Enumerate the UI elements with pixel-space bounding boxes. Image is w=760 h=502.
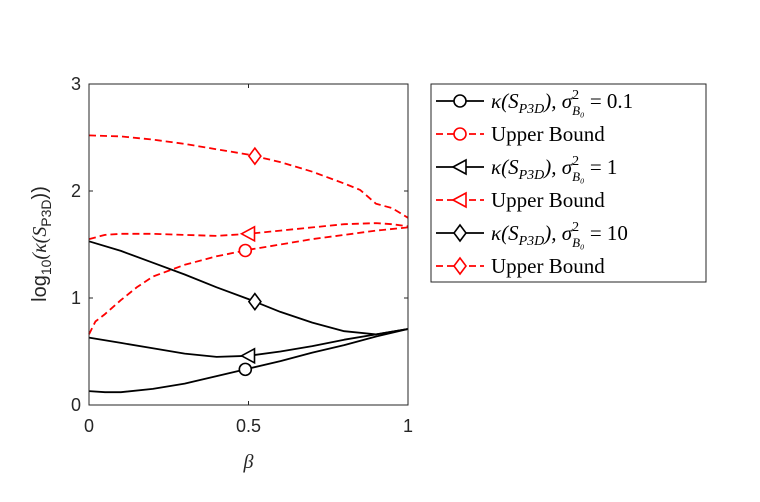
y-axis-label-base: 10 — [38, 259, 54, 275]
legend-box — [430, 83, 707, 283]
series-line-6 — [88, 134, 409, 219]
legend-label-2: Upper Bound — [491, 122, 605, 146]
x-axis-label: β — [243, 451, 254, 473]
legend-label-6: Upper Bound — [491, 254, 605, 278]
y-tick-label: 1 — [71, 288, 81, 308]
series-line-1 — [88, 328, 409, 394]
series-marker-2 — [238, 243, 253, 258]
legend-marker-2 — [453, 127, 467, 141]
series-marker-3 — [239, 347, 256, 365]
legend-label-3: κ(SP3D), σ2 B₀ = 1 — [491, 154, 617, 184]
y-axis-label-sub: P3D — [38, 199, 54, 226]
legend-label-1: κ(SP3D), σ2 B₀ = 0.1 — [491, 88, 633, 118]
legend-marker-3 — [451, 158, 467, 176]
legend-marker-1 — [453, 94, 467, 108]
legend: κ(SP3D), σ2 B₀ = 0.1 Upper Bound κ(SP3D), σ… — [430, 83, 707, 283]
series-marker-5 — [247, 292, 262, 311]
series-line-2 — [88, 226, 409, 335]
legend-marker-5 — [453, 223, 467, 243]
series-layer — [88, 134, 409, 394]
legend-marker-6 — [453, 256, 467, 276]
series-marker-1 — [238, 362, 253, 377]
x-tick-label: 0 — [84, 416, 94, 436]
legend-label-5: κ(SP3D), σ2 B₀ = 10 — [491, 220, 628, 250]
series-line-5 — [88, 240, 409, 336]
x-tick-label: 1 — [403, 416, 413, 436]
y-tick-label: 0 — [71, 395, 81, 415]
legend-label-4: Upper Bound — [491, 188, 605, 212]
y-axis-label: log10(κ(SP3D)) — [29, 186, 54, 302]
y-axis-label-close: )) — [29, 186, 51, 199]
legend-marker-4 — [451, 191, 467, 209]
tick-layer: 0 0.5 1 0 1 2 3 — [71, 74, 413, 436]
y-axis-label-log: log — [29, 275, 51, 302]
series-marker-6 — [247, 146, 262, 166]
y-tick-label: 3 — [71, 74, 81, 94]
legend-entries: κ(SP3D), σ2 B₀ = 0.1 Upper Bound κ(SP3D), σ… — [436, 88, 633, 278]
y-axis-label-kappa: (κ(S — [29, 227, 51, 260]
y-tick-label: 2 — [71, 181, 81, 201]
series-marker-4 — [239, 225, 256, 243]
x-tick-label: 0.5 — [236, 416, 261, 436]
